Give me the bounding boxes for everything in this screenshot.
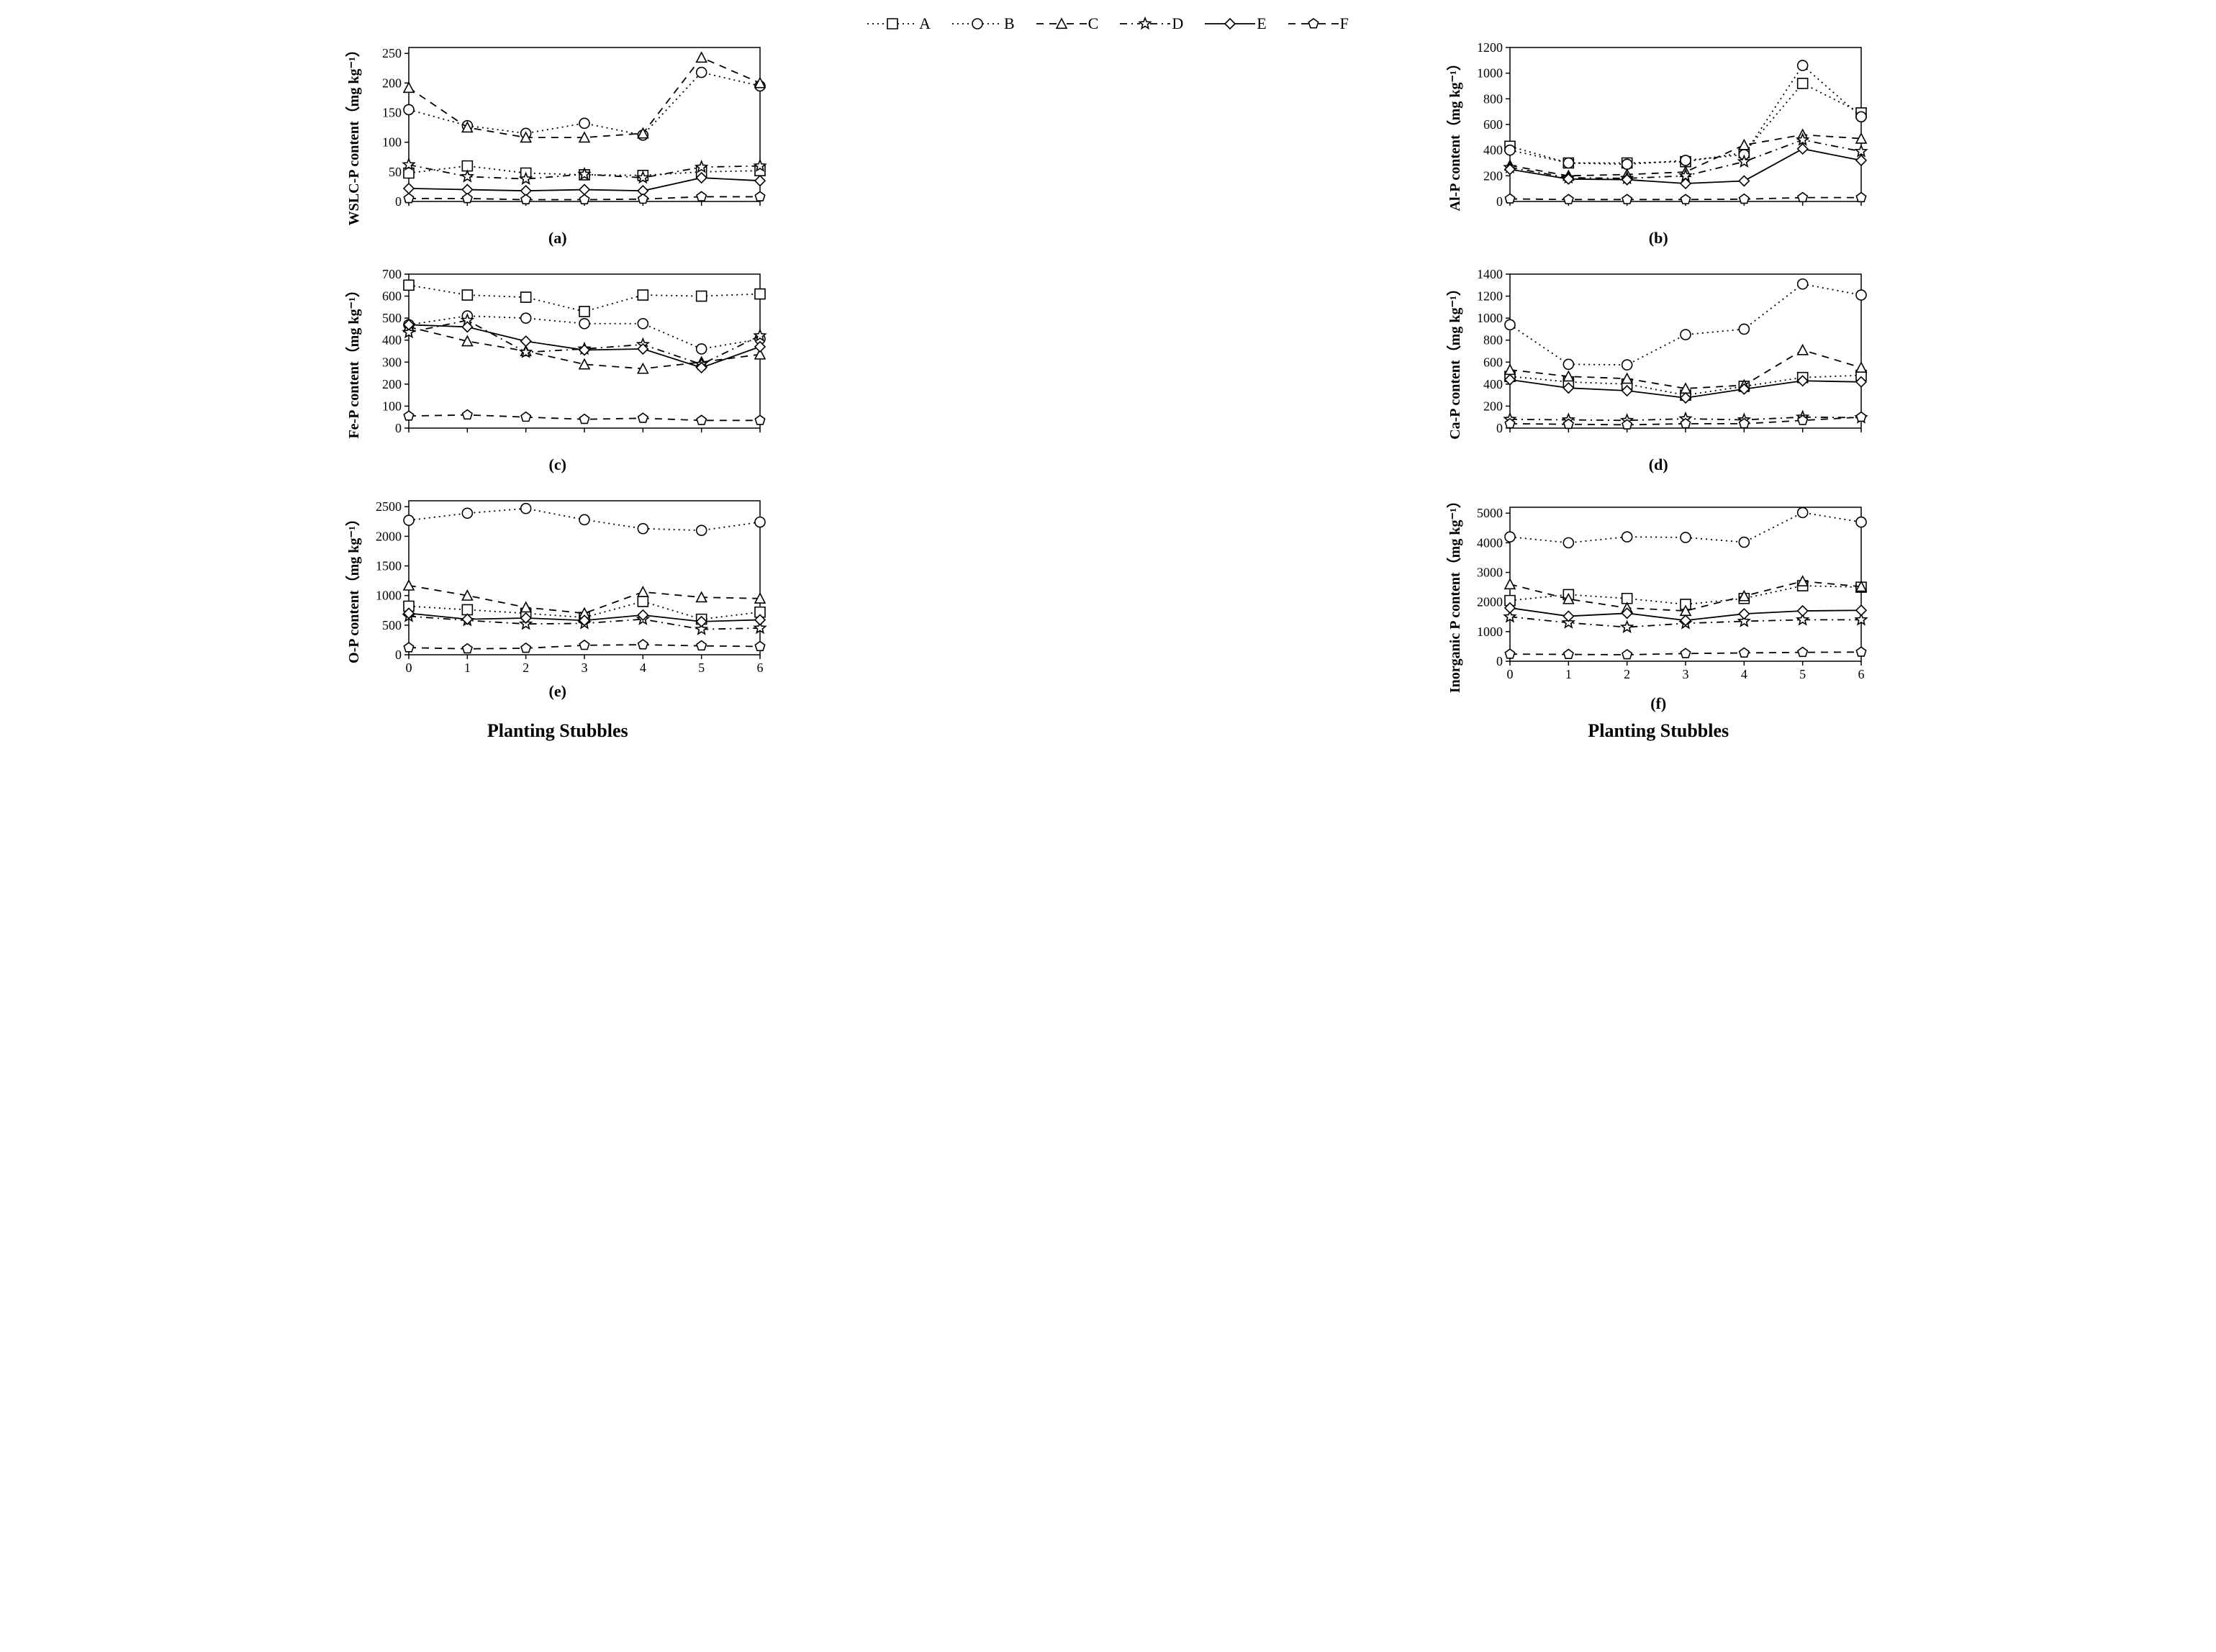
svg-text:800: 800 [1483,333,1503,348]
figure: ABCDEF WSLC-P content（mg kg⁻¹）0501001502… [0,0,2216,756]
svg-text:150: 150 [382,106,402,120]
svg-text:5: 5 [1799,667,1806,681]
svg-text:600: 600 [382,289,402,304]
svg-text:2000: 2000 [1477,594,1503,609]
svg-text:6: 6 [1858,667,1864,681]
svg-text:4: 4 [1741,667,1747,681]
legend-label: D [1172,14,1183,33]
legend-item: F [1288,14,1349,33]
svg-text:0: 0 [395,648,402,662]
panel-tag: (f) [1650,694,1666,713]
panel-a: WSLC-P content（mg kg⁻¹） 0 50 100 150 200 250 (a… [14,40,1101,260]
legend-label: C [1088,14,1099,33]
svg-text:400: 400 [1483,143,1503,158]
svg-text:200: 200 [382,377,402,391]
svg-text:300: 300 [382,355,402,369]
svg-text:400: 400 [1483,377,1503,391]
svg-text:0: 0 [1496,194,1503,209]
svg-text:1: 1 [1565,667,1572,681]
svg-text:2500: 2500 [376,499,402,514]
svg-text:1200: 1200 [1477,40,1503,55]
svg-text:0: 0 [395,421,402,435]
svg-text:0: 0 [1496,421,1503,435]
chart-svg: 0 1000 2000 3000 4000 5000 0 1 2 3 4 5 6 [1470,500,1873,687]
svg-text:4: 4 [640,661,646,675]
svg-text:4000: 4000 [1477,535,1503,550]
chart-svg: 0 200 400 600 800 1000 1200 [1470,40,1873,227]
ylabel: WSLC-P content（mg kg⁻¹） [343,42,364,225]
svg-text:600: 600 [1483,355,1503,369]
svg-text:3: 3 [1682,667,1688,681]
panel-e: O-P content（mg kg⁻¹）05001000150020002500… [14,494,1101,713]
svg-text:100: 100 [382,135,402,150]
ylabel: Fe-P content（mg kg⁻¹） [343,283,364,439]
ylabel: Al-P content（mg kg⁻¹） [1444,56,1465,211]
svg-text:100: 100 [382,399,402,414]
chart-svg: 0 200 400 600 800 1000 1200 1400 [1470,267,1873,454]
svg-text:250: 250 [382,46,402,60]
svg-text:3: 3 [582,661,588,675]
svg-text:1500: 1500 [376,559,402,573]
svg-text:0: 0 [1496,654,1503,668]
svg-text:3000: 3000 [1477,565,1503,579]
panel-f: Inorganic P content（mg kg⁻¹）010002000300… [1116,494,2202,713]
svg-text:600: 600 [1483,117,1503,132]
svg-text:800: 800 [1483,91,1503,106]
legend: A B C D E F [14,14,2202,33]
svg-text:1000: 1000 [376,589,402,603]
panel-tag: (c) [549,455,566,474]
svg-text:2: 2 [1624,667,1630,681]
panel-tag: (a) [548,229,567,248]
xlabel-left: Planting Stubbles [14,720,1101,742]
svg-text:700: 700 [382,267,402,281]
legend-item: B [952,14,1015,33]
legend-label: F [1340,14,1349,33]
svg-text:1400: 1400 [1477,267,1503,281]
panel-d: Ca-P content（mg kg⁻¹） 0 200 400 600 800 1000 12… [1116,267,2202,486]
legend-label: A [919,14,931,33]
panel-tag: (e) [549,682,566,701]
panel-tag: (d) [1649,455,1668,474]
svg-text:6: 6 [757,661,764,675]
panel-b: Al-P content（mg kg⁻¹） 0 200 400 600 800 1000 12… [1116,40,2202,260]
legend-label: B [1004,14,1015,33]
svg-text:400: 400 [382,333,402,348]
legend-label: E [1257,14,1266,33]
panel-tag: (b) [1649,229,1668,248]
svg-text:0: 0 [1506,667,1513,681]
legend-item: D [1120,14,1183,33]
svg-text:1200: 1200 [1477,289,1503,304]
legend-item: E [1205,14,1266,33]
chart-svg: 0 50 100 150 200 250 [368,40,772,227]
chart-svg: 0 100 200 300 400 500 600 700 [368,267,772,454]
svg-text:1000: 1000 [1477,625,1503,639]
svg-text:0: 0 [395,194,402,209]
ylabel: Inorganic P content（mg kg⁻¹） [1444,494,1465,693]
ylabel: Ca-P content（mg kg⁻¹） [1444,281,1465,440]
chart-svg: 0 500 1000 1500 2000 2500 0 1 2 3 4 5 6 [368,494,772,681]
svg-text:0: 0 [406,661,412,675]
svg-text:200: 200 [1483,168,1503,183]
panel-c: Fe-P content（mg kg⁻¹） 0 100 200 300 400 500 600… [14,267,1101,486]
svg-text:200: 200 [382,76,402,90]
svg-text:2000: 2000 [376,530,402,544]
svg-text:1: 1 [464,661,471,675]
ylabel: O-P content（mg kg⁻¹） [343,512,364,663]
panel-grid: WSLC-P content（mg kg⁻¹）050100150200250(a… [14,40,2202,713]
svg-text:200: 200 [1483,399,1503,414]
legend-item: A [867,14,931,33]
svg-text:500: 500 [382,618,402,632]
legend-item: C [1036,14,1099,33]
svg-text:5000: 5000 [1477,506,1503,520]
svg-text:50: 50 [389,165,402,179]
svg-text:1000: 1000 [1477,66,1503,81]
svg-text:5: 5 [698,661,705,675]
svg-text:500: 500 [382,311,402,325]
svg-text:2: 2 [523,661,529,675]
svg-text:1000: 1000 [1477,311,1503,325]
xlabel-right: Planting Stubbles [1116,720,2202,742]
